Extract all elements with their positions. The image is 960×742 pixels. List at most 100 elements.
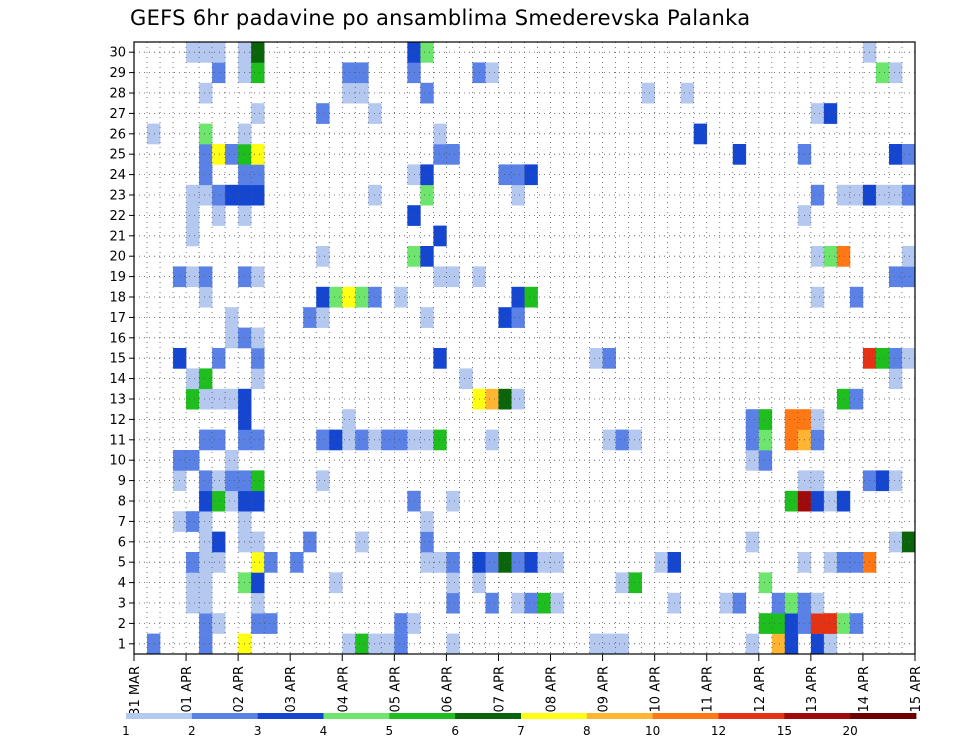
- precip-cell: [901, 184, 916, 206]
- x-tick-label: 09 APR: [597, 666, 612, 712]
- precip-cell: [615, 633, 629, 655]
- precip-cell: [485, 552, 499, 573]
- precip-cell: [199, 592, 213, 614]
- precip-cell: [212, 62, 226, 84]
- precip-cell: [199, 144, 213, 165]
- precip-cell: [433, 348, 447, 369]
- x-tick-label: 10 APR: [649, 666, 664, 712]
- precip-cell: [355, 531, 369, 553]
- precip-cell: [329, 572, 343, 594]
- precip-cell: [901, 144, 916, 165]
- precip-cell: [394, 613, 408, 634]
- precip-cell: [225, 307, 239, 328]
- precip-cell: [186, 592, 200, 614]
- precip-cell: [836, 490, 851, 512]
- y-tick-label: 17: [109, 311, 126, 326]
- precip-cell: [264, 613, 278, 634]
- precip-cell: [745, 633, 760, 655]
- precip-cell: [589, 633, 603, 655]
- precip-cell: [654, 552, 668, 573]
- precip-cell: [355, 286, 369, 308]
- precip-cell: [589, 348, 603, 369]
- precip-cell: [511, 307, 525, 328]
- precip-cell: [212, 429, 226, 451]
- precip-cell: [498, 307, 512, 328]
- legend-label: 7: [517, 724, 525, 738]
- precip-cell: [251, 552, 265, 573]
- precip-cell: [784, 490, 799, 512]
- precip-cell: [485, 592, 499, 614]
- precip-cell: [381, 429, 395, 451]
- legend-swatch: [257, 713, 324, 719]
- precip-cell: [186, 42, 200, 63]
- x-tick-label: 01 APR: [180, 666, 195, 712]
- precip-cell: [888, 470, 903, 492]
- precip-cell: [251, 42, 265, 63]
- precip-cell: [641, 82, 655, 104]
- precip-cell: [810, 103, 825, 124]
- precip-cell: [784, 592, 799, 614]
- precip-cell: [394, 633, 408, 655]
- x-tick-label: 02 APR: [232, 666, 247, 712]
- y-tick-label: 4: [118, 576, 126, 591]
- precip-cell: [901, 246, 916, 267]
- precip-cell: [849, 552, 864, 573]
- precip-cell: [550, 552, 564, 573]
- precip-cell: [875, 348, 890, 369]
- precip-cell: [433, 144, 447, 165]
- x-tick-label: 11 APR: [701, 666, 716, 712]
- legend-label: 6: [451, 724, 459, 738]
- precip-cell: [420, 246, 434, 267]
- precip-cell: [355, 429, 369, 451]
- precip-cell: [420, 42, 434, 63]
- precip-cell: [433, 552, 447, 573]
- precip-cell: [251, 531, 265, 553]
- precip-cell: [719, 592, 734, 614]
- legend-label: 8: [583, 724, 591, 738]
- precip-cell: [485, 62, 499, 84]
- y-tick-label: 19: [109, 270, 126, 285]
- y-tick-label: 27: [109, 107, 126, 122]
- precip-cell: [342, 429, 356, 451]
- precip-cell: [524, 164, 538, 186]
- precip-cell: [199, 531, 213, 553]
- legend-swatch: [323, 713, 390, 719]
- precip-cell: [199, 82, 213, 104]
- precip-cell: [810, 633, 825, 655]
- precip-cell: [251, 144, 265, 165]
- precip-cell: [849, 388, 864, 410]
- precip-cell: [498, 552, 512, 573]
- precip-cell: [446, 490, 460, 512]
- precip-cell: [511, 286, 525, 308]
- precip-cell: [316, 429, 330, 451]
- precip-cell: [836, 246, 851, 267]
- precip-cell: [784, 613, 799, 634]
- precip-cell: [836, 184, 851, 206]
- precip-cell: [199, 286, 213, 308]
- precip-cell: [433, 123, 447, 145]
- precip-cell: [199, 429, 213, 451]
- y-tick-label: 8: [118, 495, 126, 510]
- precip-cell: [511, 164, 525, 186]
- precip-cell: [849, 613, 864, 634]
- precip-cell: [342, 286, 356, 308]
- precip-cell: [875, 470, 890, 492]
- precip-cell: [420, 511, 434, 532]
- precip-cell: [823, 103, 838, 124]
- y-tick-label: 16: [109, 331, 126, 346]
- precip-cell: [199, 184, 213, 206]
- precip-cell: [433, 225, 447, 247]
- legend-swatch: [850, 713, 917, 719]
- precip-cell: [446, 144, 460, 165]
- precip-cell: [212, 144, 226, 165]
- y-axis-ticks: 1234567891011121314151617181920212223242…: [109, 46, 134, 652]
- precip-cell: [251, 62, 265, 84]
- y-tick-label: 15: [109, 352, 126, 367]
- x-tick-label: 06 APR: [440, 666, 455, 712]
- precip-cell: [628, 572, 642, 594]
- precip-cell: [823, 490, 838, 512]
- precip-cell: [849, 286, 864, 308]
- precip-cell: [823, 613, 838, 634]
- precip-cell: [212, 490, 226, 512]
